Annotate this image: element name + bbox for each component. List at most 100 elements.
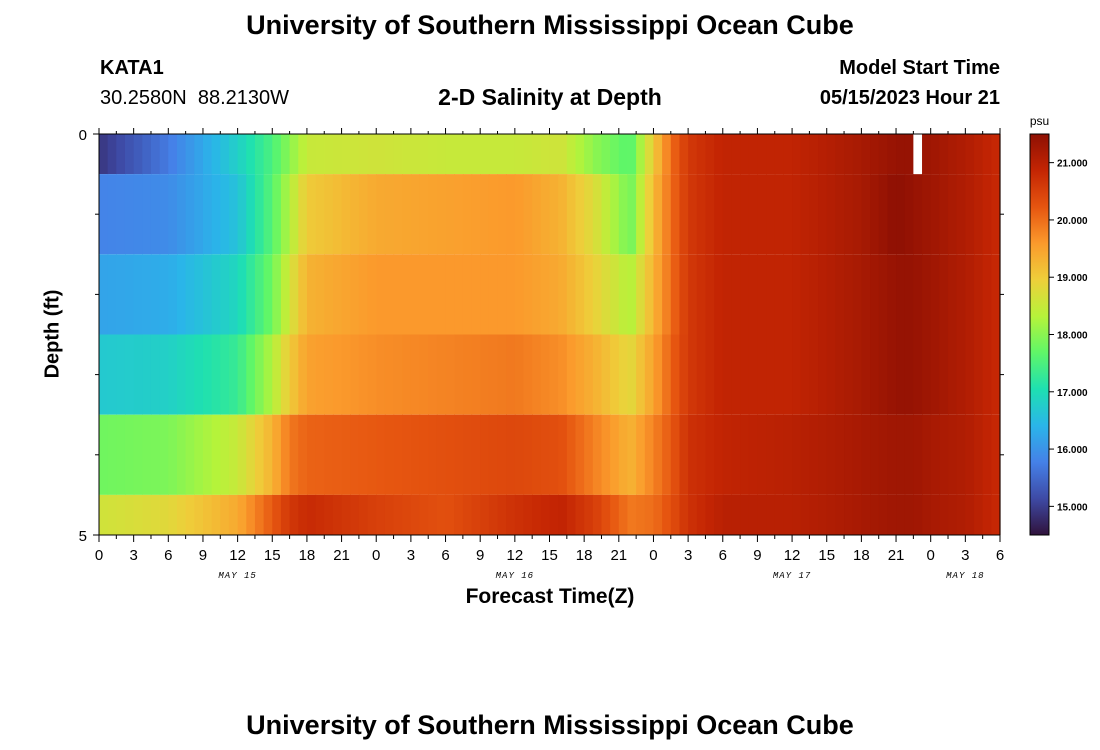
heatmap-cell	[922, 334, 932, 415]
heatmap-cell	[878, 174, 888, 255]
heatmap-cell	[670, 414, 681, 495]
x-date-label: MAY 16	[496, 571, 534, 581]
heatmap-cell	[627, 254, 637, 335]
heatmap-cell	[662, 494, 672, 535]
heatmap-cell	[809, 134, 819, 175]
heatmap-cell	[116, 254, 126, 335]
heatmap-cell	[800, 174, 810, 255]
heatmap-cell	[419, 254, 429, 335]
heatmap-cell	[462, 134, 473, 175]
chart-title: 2-D Salinity at Depth	[438, 84, 662, 110]
heatmap-cell	[410, 254, 421, 335]
heatmap-cell	[627, 414, 637, 495]
colorbar-tick-label: 17.000	[1057, 388, 1088, 399]
heatmap-cell	[332, 134, 343, 175]
heatmap-cell	[939, 254, 949, 335]
heatmap-cell	[497, 174, 507, 255]
heatmap-cell	[679, 134, 689, 175]
heatmap-cell	[783, 334, 793, 415]
heatmap-cell	[740, 334, 750, 415]
heatmap-cell	[896, 254, 906, 335]
heatmap-cell	[298, 134, 308, 175]
heatmap-cell	[870, 254, 880, 335]
heatmap-cell	[402, 414, 412, 495]
heatmap-cell	[922, 254, 932, 335]
heatmap-cell	[870, 414, 880, 495]
heatmap-cell	[358, 334, 369, 415]
heatmap-cell	[168, 334, 178, 415]
heatmap-cell	[896, 494, 906, 535]
heatmap-cell	[454, 334, 464, 415]
heatmap-cell	[428, 414, 438, 495]
heatmap-cell	[800, 334, 810, 415]
heatmap-cell	[289, 414, 299, 495]
heatmap-cell	[419, 134, 429, 175]
heatmap-cell	[974, 254, 984, 335]
heatmap-cell	[324, 174, 334, 255]
heatmap-cell	[289, 334, 299, 415]
heatmap-cell	[566, 254, 577, 335]
heatmap-cell	[168, 134, 178, 175]
heatmap-cell	[610, 174, 620, 255]
heatmap-cell	[497, 334, 507, 415]
heatmap-cell	[844, 494, 854, 535]
heatmap-cell	[818, 254, 828, 335]
colorbar-tick-label: 21.000	[1057, 159, 1088, 170]
heatmap-cell	[705, 414, 715, 495]
station-id: KATA1	[100, 57, 164, 79]
heatmap-cell	[384, 254, 395, 335]
heatmap-cell	[159, 174, 169, 255]
heatmap-cell	[731, 334, 741, 415]
heatmap-cell	[939, 134, 949, 175]
heatmap-cell	[878, 334, 888, 415]
heatmap-cell	[176, 134, 187, 175]
heatmap-cell	[159, 334, 169, 415]
heatmap-cell	[991, 414, 1001, 495]
heatmap-cell	[220, 254, 230, 335]
heatmap-cell	[254, 134, 265, 175]
heatmap-cell	[584, 334, 594, 415]
heatmap-cell	[454, 134, 464, 175]
heatmap-cell	[410, 174, 421, 255]
heatmap-cell	[393, 414, 403, 495]
heatmap-cell	[445, 414, 455, 495]
heatmap-cell	[99, 334, 109, 415]
heatmap-cell	[792, 174, 802, 255]
heatmap-cell	[705, 174, 715, 255]
heatmap-cell	[948, 334, 958, 415]
heatmap-cell	[688, 334, 698, 415]
heatmap-cell	[956, 414, 966, 495]
heatmap-cell	[878, 494, 888, 535]
heatmap-cell	[757, 494, 767, 535]
heatmap-cell	[280, 494, 291, 535]
heatmap-cell	[133, 174, 143, 255]
heatmap-cell	[246, 494, 256, 535]
heatmap-cell	[809, 174, 819, 255]
heatmap-cell	[679, 414, 689, 495]
heatmap-cell	[922, 174, 932, 255]
heatmap-cell	[696, 494, 707, 535]
heatmap-cell	[766, 174, 776, 255]
page-title-top: University of Southern Mississippi Ocean…	[246, 10, 854, 40]
colorbar: psu 15.000 16.000 17.000 18.000 19.000 20.000 2…	[1029, 114, 1088, 536]
heatmap-cell	[887, 254, 897, 335]
heatmap-cell	[714, 334, 724, 415]
heatmap-cell	[930, 494, 940, 535]
heatmap-cell	[540, 174, 551, 255]
x-date-label: MAY 15	[218, 571, 256, 581]
heatmap-cell	[306, 174, 317, 255]
heatmap-cell	[636, 414, 646, 495]
heatmap-cell	[644, 134, 655, 175]
heatmap-cell	[965, 334, 975, 415]
heatmap-cell	[852, 494, 862, 535]
heatmap-cell	[584, 494, 594, 535]
heatmap-cell	[150, 494, 161, 535]
heatmap-cell	[133, 254, 143, 335]
heatmap-cell	[766, 414, 776, 495]
heatmap-cell	[99, 414, 109, 495]
heatmap-cell	[826, 414, 836, 495]
x-tick-label: 9	[476, 547, 484, 564]
heatmap-cell	[341, 254, 351, 335]
heatmap-cell	[722, 134, 733, 175]
heatmap-cell	[471, 254, 481, 335]
